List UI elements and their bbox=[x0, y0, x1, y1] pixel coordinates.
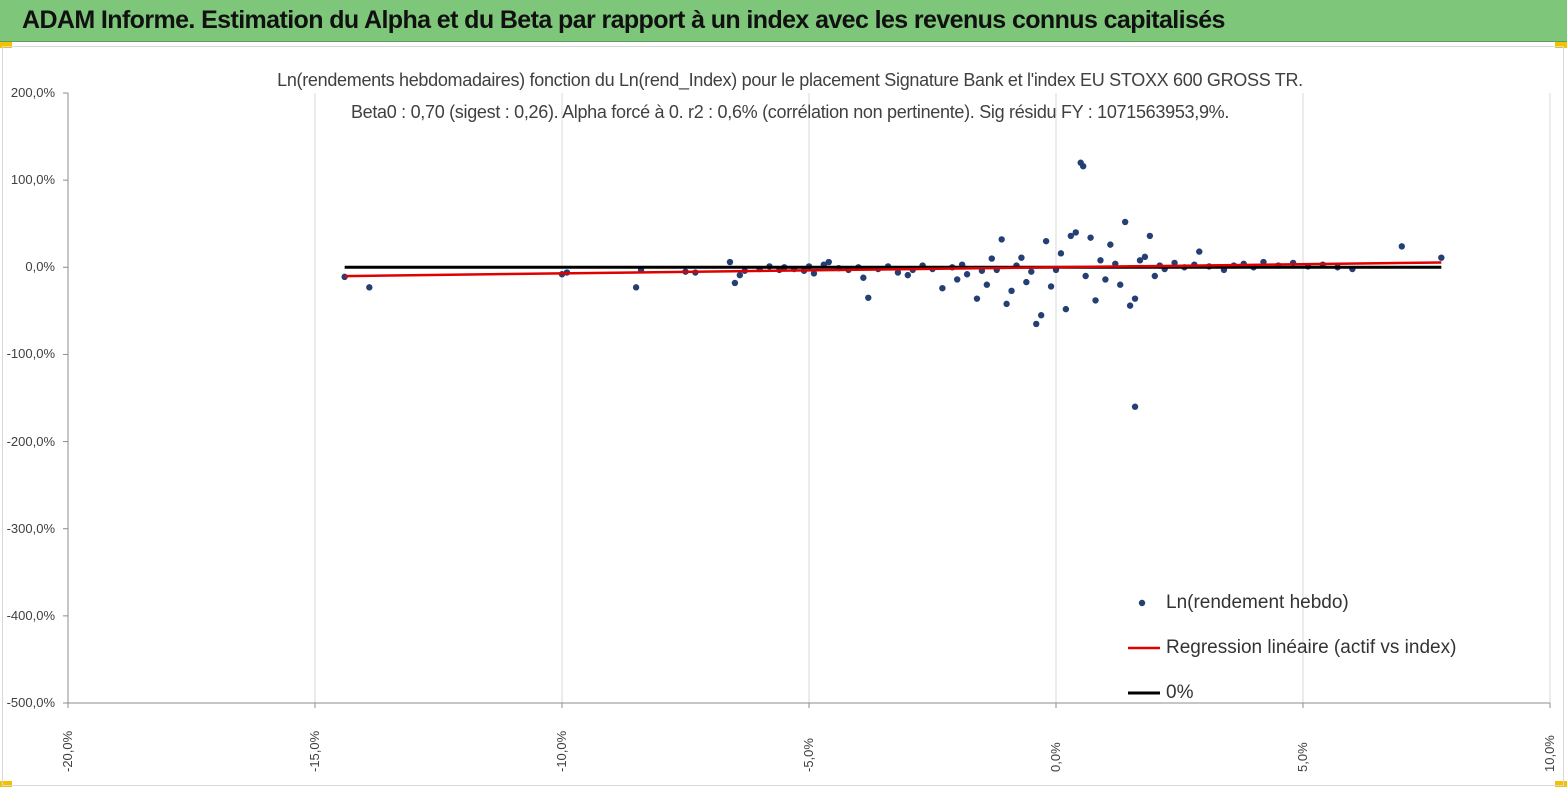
chart-title: Ln(rendements hebdomadaires) fonction du… bbox=[277, 70, 1303, 90]
scatter-point bbox=[810, 270, 818, 277]
corner-accent-top-left bbox=[0, 42, 12, 48]
scatter-point bbox=[1008, 287, 1015, 295]
legend-label-regression: Regression linéaire (actif vs index) bbox=[1166, 637, 1457, 658]
scatter-point bbox=[865, 294, 872, 301]
scatter-point bbox=[1117, 281, 1124, 288]
regression-line bbox=[344, 261, 1442, 278]
scatter-point bbox=[1062, 305, 1070, 313]
chart-area bbox=[2, 46, 1564, 786]
scatter-point bbox=[973, 295, 981, 302]
scatter-point bbox=[998, 236, 1005, 243]
x-tick-label: 10,0% bbox=[1542, 735, 1557, 772]
x-tick-label: -5,0% bbox=[801, 738, 816, 772]
legend-label-scatter: Ln(rendement hebdo) bbox=[1166, 592, 1349, 613]
x-tick-label: -10,0% bbox=[554, 730, 569, 772]
y-tick-label: 0,0% bbox=[25, 259, 55, 275]
y-tick-label: 100,0% bbox=[10, 172, 55, 188]
scatter-point bbox=[825, 258, 832, 266]
scatter-point bbox=[1082, 272, 1089, 280]
scatter-point bbox=[1151, 272, 1159, 280]
y-tick-label: -100,0% bbox=[6, 346, 55, 362]
scatter-point bbox=[1196, 248, 1203, 255]
corner-accent-bottom-left bbox=[0, 781, 12, 787]
scatter-points bbox=[341, 159, 1445, 410]
legend-marker-scatter bbox=[1138, 599, 1146, 607]
report-title: ADAM Informe. Estimation du Alpha et du … bbox=[22, 6, 1225, 34]
scatter-point bbox=[983, 281, 991, 288]
y-tick-label: 200,0% bbox=[10, 85, 55, 100]
scatter-point bbox=[1107, 241, 1114, 248]
legend-label-zero: 0% bbox=[1166, 682, 1194, 703]
scatter-point bbox=[1028, 268, 1035, 275]
axes bbox=[63, 92, 1551, 708]
scatter-point bbox=[1438, 254, 1445, 261]
scatter-point bbox=[366, 284, 373, 291]
corner-accent-top-right bbox=[1555, 42, 1567, 48]
scatter-point bbox=[1398, 243, 1406, 250]
series-lines bbox=[344, 261, 1442, 278]
scatter-point bbox=[1146, 232, 1154, 240]
corner-accent-bottom-right bbox=[1555, 781, 1567, 787]
gridlines bbox=[314, 93, 1551, 703]
scatter-point bbox=[1072, 229, 1079, 236]
scatter-point bbox=[1003, 300, 1010, 308]
scatter-point bbox=[904, 271, 911, 279]
x-tick-label: 5,0% bbox=[1295, 742, 1310, 772]
scatter-point bbox=[1121, 218, 1129, 226]
scatter-point bbox=[1141, 253, 1149, 261]
scatter-point bbox=[1033, 320, 1040, 328]
chart-subtitle: Beta0 : 0,70 (sigest : 0,26). Alpha forc… bbox=[350, 102, 1230, 122]
scatter-point bbox=[1087, 234, 1094, 241]
x-tick-label: 0,0% bbox=[1048, 742, 1063, 772]
report-banner: ADAM Informe. Estimation du Alpha et du … bbox=[0, 0, 1567, 42]
scatter-point bbox=[1057, 250, 1065, 257]
scatter-point bbox=[1047, 283, 1055, 290]
scatter-point bbox=[963, 271, 971, 278]
x-tick-label: -20,0% bbox=[60, 730, 75, 772]
scatter-point bbox=[1131, 295, 1139, 302]
y-tick-label: -200,0% bbox=[6, 433, 55, 449]
scatter-point bbox=[1171, 259, 1178, 267]
scatter-point bbox=[726, 258, 734, 266]
scatter-point bbox=[1092, 297, 1099, 304]
legend-markers bbox=[1128, 599, 1160, 695]
y-tick-label: -300,0% bbox=[6, 520, 55, 536]
y-tick-label: -500,0% bbox=[6, 695, 55, 710]
scatter-point bbox=[860, 274, 867, 281]
scatter-point bbox=[1037, 312, 1045, 319]
scatter-point bbox=[1018, 254, 1025, 261]
scatter-point bbox=[736, 271, 744, 279]
scatter-point bbox=[894, 269, 902, 276]
scatter-point bbox=[632, 284, 640, 291]
scatter-point bbox=[731, 279, 739, 287]
scatter-point bbox=[954, 276, 961, 283]
scatter-point bbox=[1097, 257, 1104, 264]
scatter-point bbox=[1126, 302, 1134, 309]
scatter-point bbox=[1023, 278, 1030, 286]
y-tick-label: -400,0% bbox=[6, 607, 55, 623]
scatter-point bbox=[1042, 237, 1050, 245]
x-tick-label: -15,0% bbox=[307, 730, 322, 772]
scatter-point bbox=[1131, 403, 1139, 410]
scatter-point bbox=[1079, 163, 1087, 170]
scatter-point bbox=[988, 255, 995, 262]
scatter-point bbox=[1102, 276, 1109, 283]
scatter-point bbox=[1067, 232, 1075, 240]
scatter-point bbox=[1136, 257, 1144, 264]
scatter-point bbox=[939, 285, 946, 292]
